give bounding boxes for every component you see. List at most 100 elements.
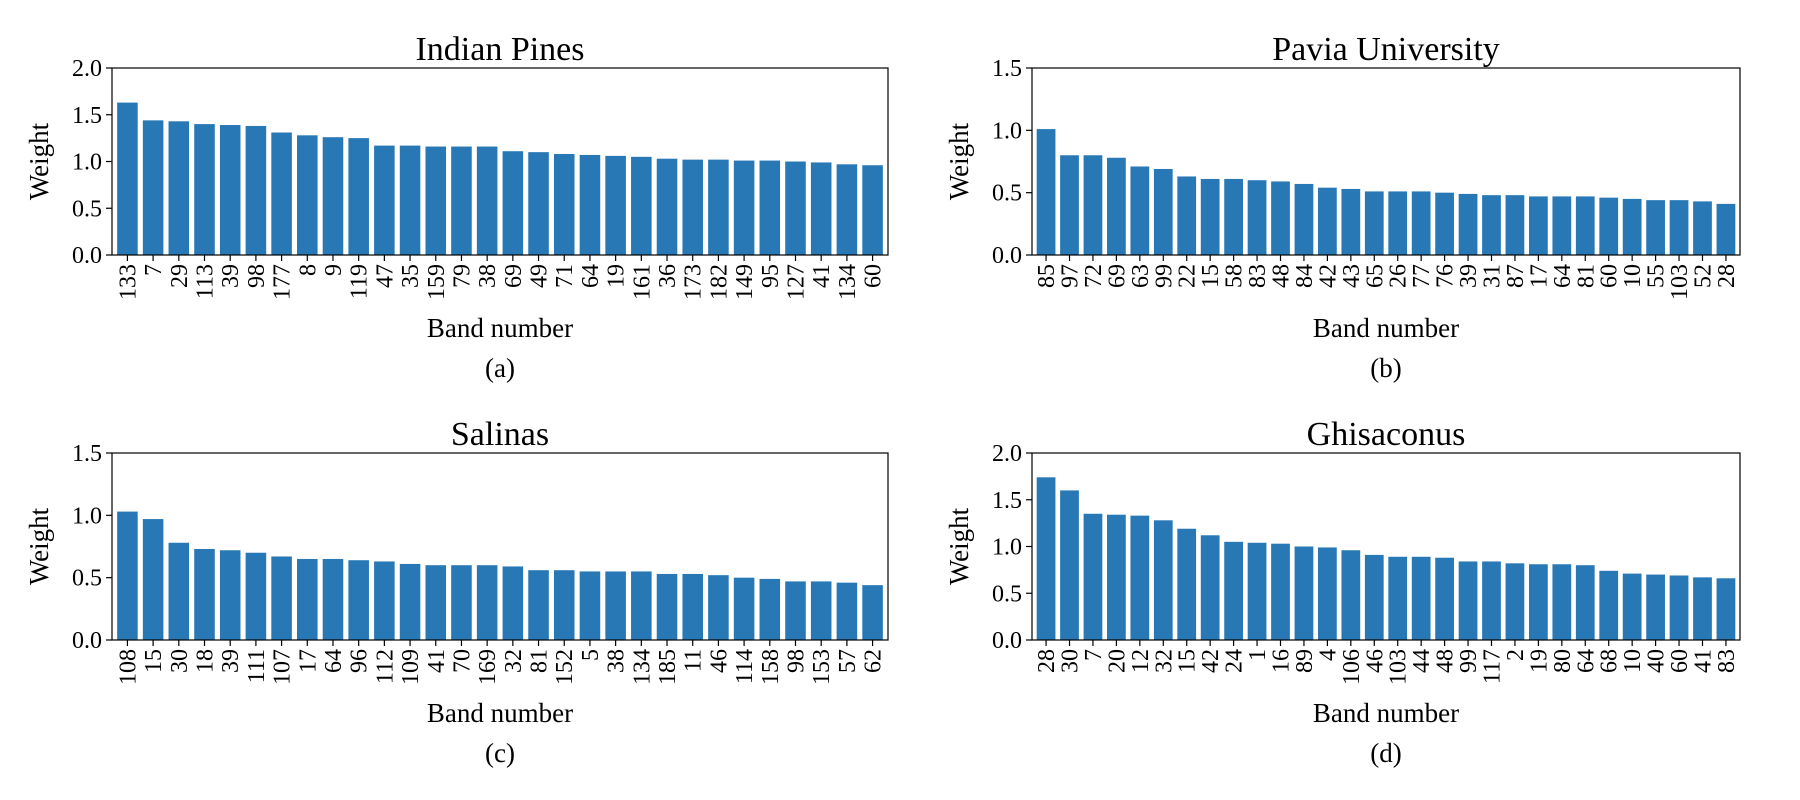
- bar-22: [1177, 176, 1197, 255]
- x-tick-label: 18: [193, 649, 219, 673]
- x-tick-label: 41: [1690, 649, 1716, 673]
- bar-40: [1646, 574, 1665, 640]
- x-tick-label: 65: [1362, 264, 1388, 288]
- x-tick-label: 83: [1714, 649, 1740, 673]
- x-tick-label: 30: [1058, 649, 1084, 673]
- bar-71: [553, 154, 575, 255]
- bar-1: [1247, 542, 1267, 640]
- x-tick-label: 39: [218, 649, 244, 673]
- bar-41: [1693, 577, 1712, 640]
- chart-title: Indian Pines: [415, 31, 584, 68]
- bar-46: [1364, 554, 1384, 640]
- bar-60: [1599, 197, 1619, 255]
- bar-9: [322, 137, 344, 255]
- x-tick-label: 38: [604, 649, 630, 673]
- bar-41: [810, 162, 832, 255]
- bar-57: [836, 582, 858, 640]
- bar-60: [862, 165, 883, 255]
- x-tick-label: 64: [578, 264, 604, 288]
- bar-173: [682, 159, 703, 255]
- bar-161: [631, 156, 652, 255]
- x-tick-label: 153: [809, 649, 835, 685]
- x-tick-label: 119: [347, 264, 373, 299]
- bar-55: [1646, 200, 1665, 255]
- bar-17: [297, 558, 318, 640]
- bar-16: [1271, 543, 1290, 640]
- x-axis-label: Band number: [427, 698, 573, 728]
- x-tick-label: 134: [629, 649, 655, 685]
- bar-44: [1411, 556, 1431, 640]
- bar-39: [1458, 193, 1478, 255]
- x-tick-label: 42: [1198, 649, 1224, 673]
- x-tick-label: 81: [527, 649, 553, 673]
- bar-24: [1224, 541, 1243, 640]
- bar-69: [502, 151, 524, 255]
- bar-60: [1669, 575, 1689, 640]
- bar-83: [1247, 180, 1267, 255]
- bar-111: [245, 552, 267, 640]
- axes-frame: [111, 452, 889, 641]
- y-tick-label: 1.5: [992, 488, 1022, 514]
- y-tick-label: 0.5: [72, 566, 102, 592]
- x-tick-label: 80: [1550, 649, 1576, 673]
- bar-39: [219, 550, 241, 640]
- bar-149: [733, 160, 755, 255]
- x-tick-label: 76: [1433, 264, 1459, 288]
- bar-32: [1153, 520, 1173, 640]
- x-tick-label: 36: [655, 264, 681, 288]
- y-tick-label: 1.0: [72, 150, 102, 176]
- x-tick-label: 42: [1315, 264, 1341, 288]
- x-tick-label: 87: [1503, 264, 1529, 288]
- x-tick-label: 55: [1644, 264, 1670, 288]
- bar-64: [322, 558, 344, 640]
- bar-185: [656, 573, 678, 640]
- x-tick-label: 49: [527, 264, 553, 288]
- x-tick-label: 48: [1433, 649, 1459, 673]
- x-tick-label: 60: [861, 264, 887, 288]
- bar-28: [1716, 203, 1736, 255]
- bar-18: [194, 548, 215, 640]
- x-tick-label: 64: [1550, 264, 1576, 288]
- x-tick-label: 1: [1245, 649, 1271, 661]
- bar-95: [759, 160, 781, 255]
- bar-113: [194, 124, 215, 255]
- x-tick-label: 52: [1690, 264, 1716, 288]
- x-tick-label: 7: [1081, 649, 1107, 661]
- x-tick-label: 106: [1339, 649, 1365, 685]
- bar-15: [142, 519, 164, 640]
- chart-panel-3: 0.0 0.5 1.0 1.5 108 15 30 18 39 111 107 17 64 96 112 10…: [24, 416, 889, 768]
- x-tick-label: 64: [1573, 649, 1599, 673]
- bar-17: [1529, 196, 1548, 255]
- bar-30: [168, 542, 190, 640]
- x-tick-label: 35: [398, 264, 424, 288]
- x-tick-label: 41: [809, 264, 835, 288]
- x-tick-label: 79: [449, 264, 475, 288]
- bar-10: [1622, 573, 1642, 640]
- x-tick-label: 8: [295, 264, 321, 276]
- chart-panel-1: 0.0 0.5 1.0 1.5 2.0 133 7 29 113 39 98 177 8 9 119 47 35…: [24, 31, 889, 383]
- x-tick-label: 48: [1269, 264, 1295, 288]
- bar-81: [1575, 196, 1595, 255]
- x-tick-label: 64: [321, 649, 347, 673]
- bar-98: [785, 581, 806, 640]
- x-tick-label: 97: [1058, 264, 1084, 288]
- bar-47: [374, 145, 395, 255]
- x-tick-label: 152: [552, 649, 578, 685]
- bar-169: [476, 565, 498, 640]
- x-tick-label: 32: [501, 649, 527, 673]
- y-tick-label: 0.5: [72, 196, 102, 222]
- bar-103: [1388, 556, 1408, 640]
- bar-153: [810, 581, 832, 640]
- x-tick-label: 46: [706, 649, 732, 673]
- x-tick-label: 182: [706, 264, 732, 300]
- bar-85: [1036, 129, 1056, 255]
- panel-caption: (c): [485, 738, 515, 768]
- chart-title: Ghisaconus: [1307, 416, 1466, 453]
- x-tick-label: 69: [501, 264, 527, 288]
- bar-98: [245, 125, 267, 255]
- x-tick-label: 26: [1386, 264, 1412, 288]
- bar-48: [1435, 557, 1454, 640]
- x-tick-label: 17: [295, 649, 321, 673]
- bar-43: [1341, 188, 1361, 255]
- bar-42: [1318, 187, 1337, 255]
